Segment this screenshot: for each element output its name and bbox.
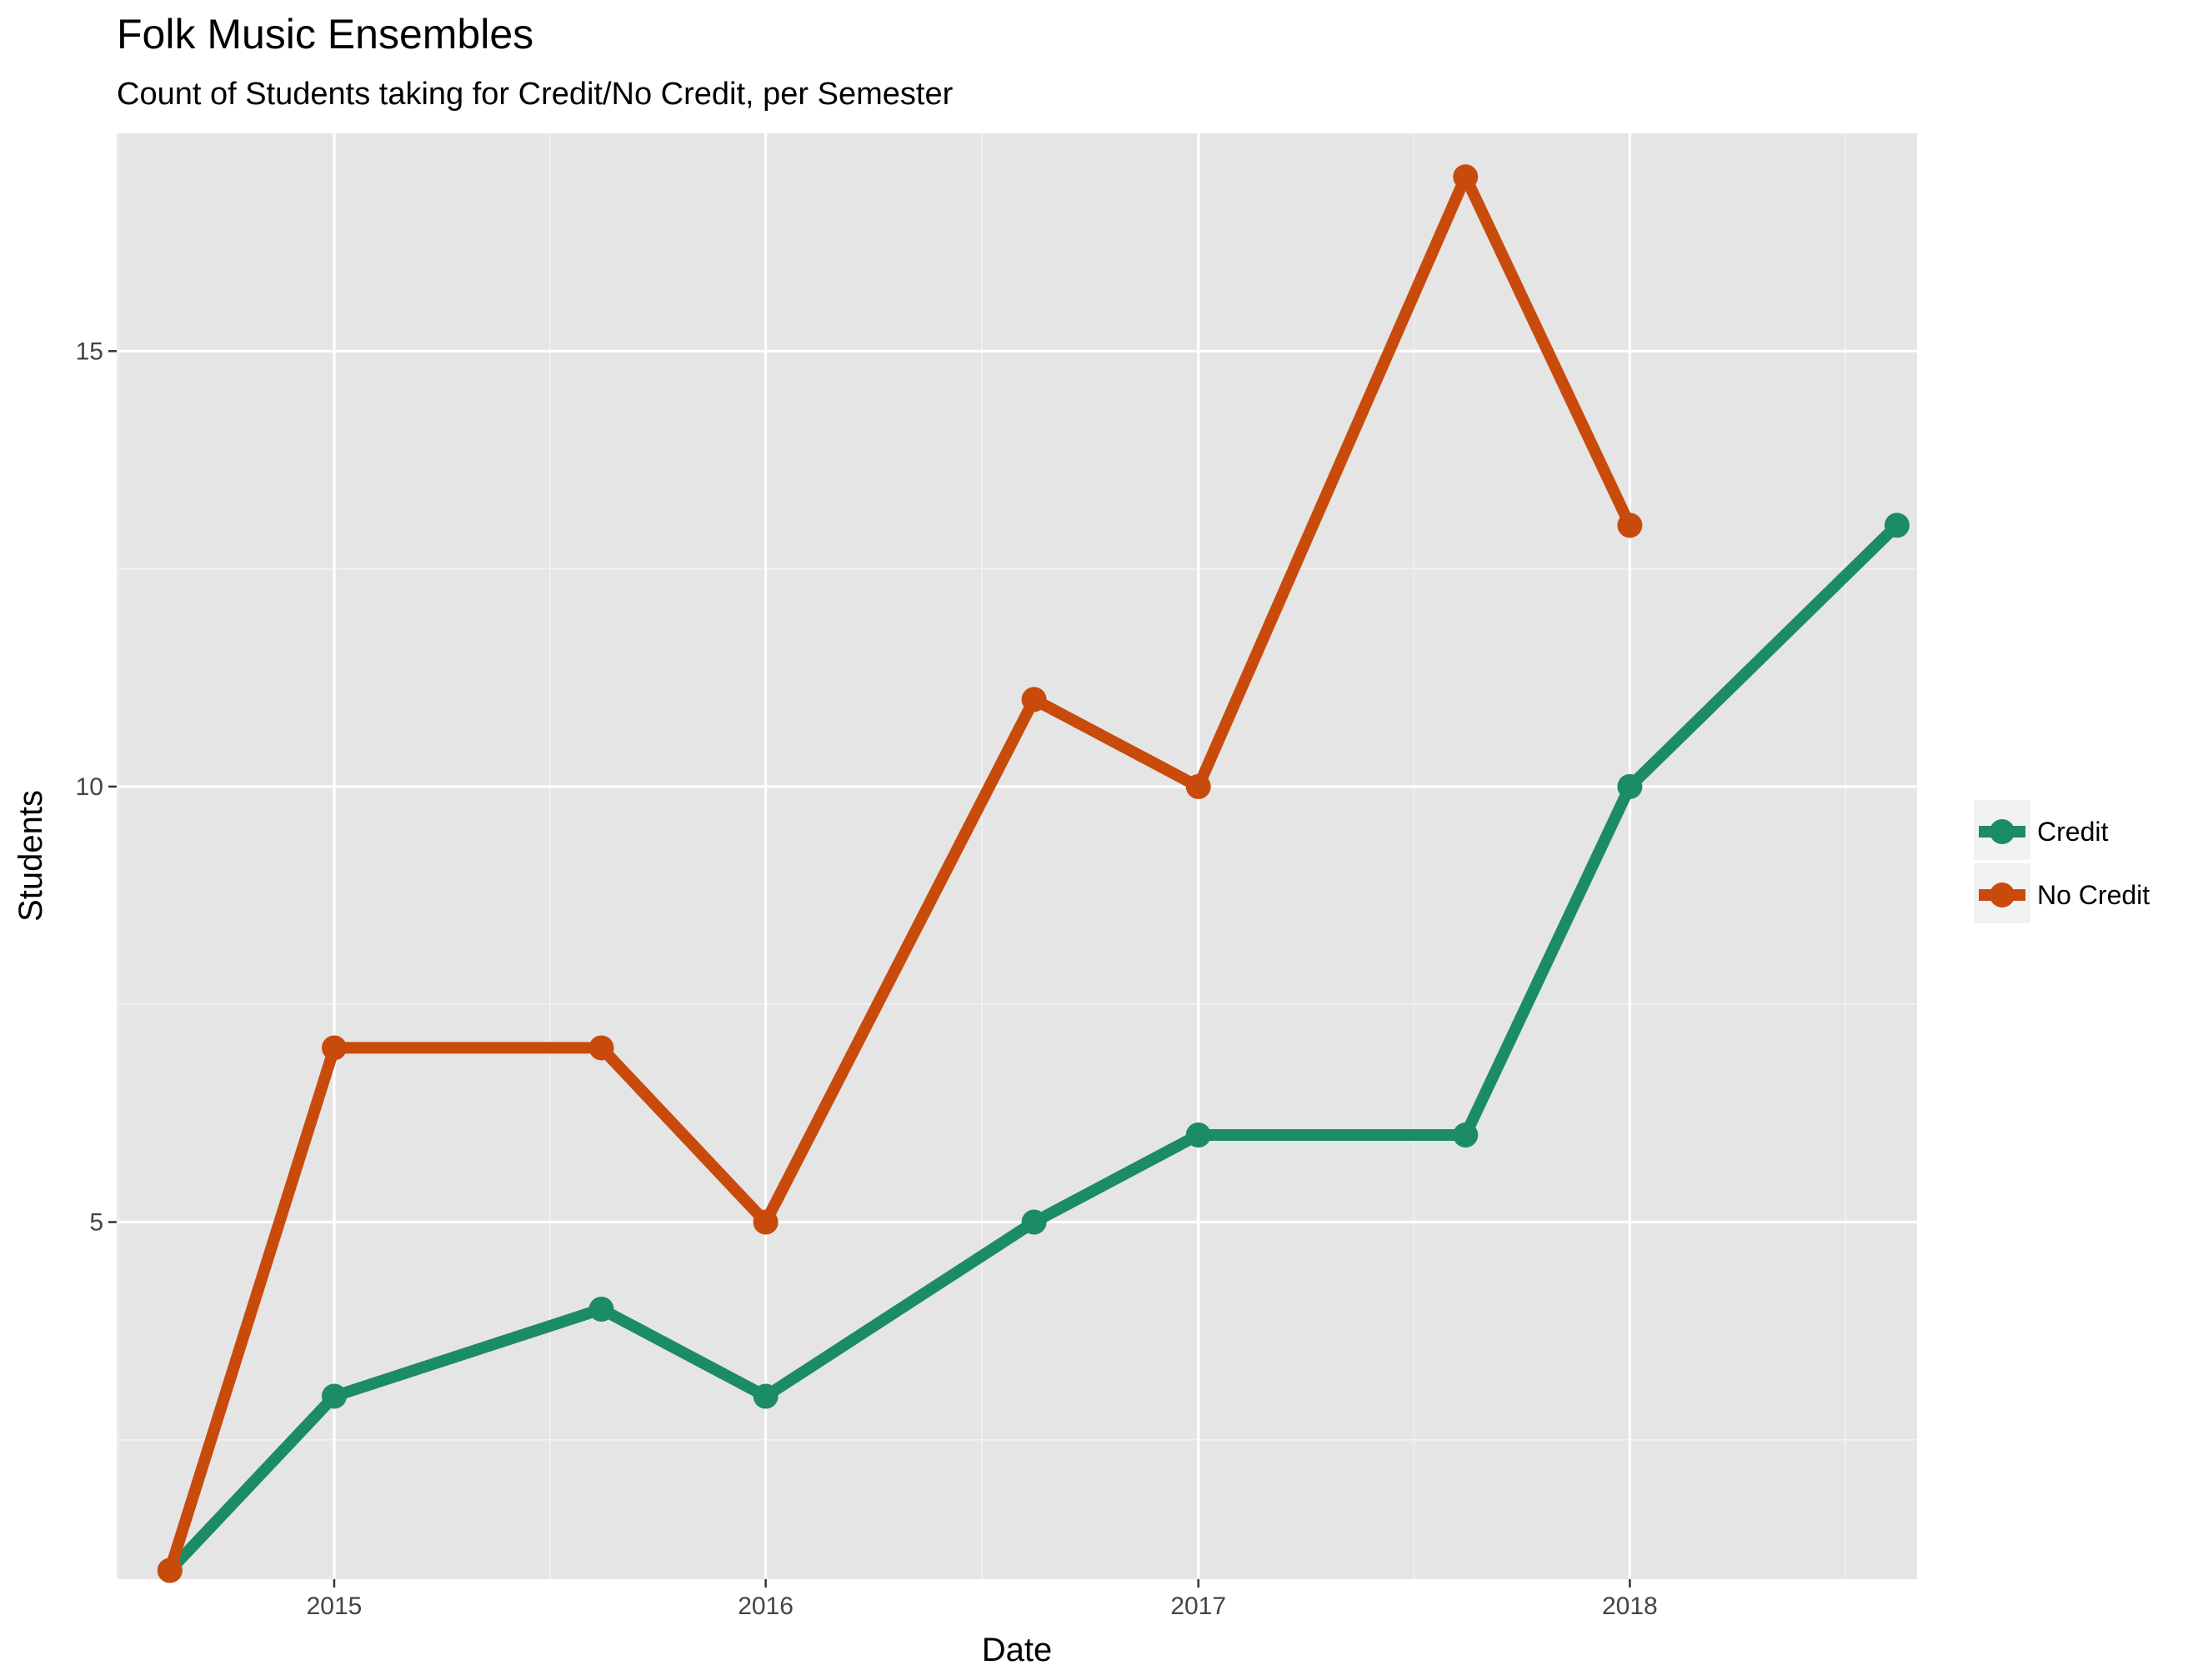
grid-major	[117, 133, 1917, 1579]
chart-title: Folk Music Ensembles	[117, 11, 533, 58]
y-tick-label: 5	[89, 1208, 103, 1236]
data-point-credit	[321, 1383, 347, 1409]
data-point-credit	[1453, 1122, 1479, 1148]
legend-key-point	[1990, 819, 2015, 844]
legend-label: No Credit	[2037, 880, 2150, 910]
data-point-no-credit	[588, 1035, 614, 1061]
x-axis: 2015 2016 2017 2018	[307, 1579, 1658, 1620]
x-tick-label: 2018	[1602, 1592, 1658, 1620]
series-layer	[157, 164, 1910, 1583]
legend-item-credit: Credit	[1974, 800, 2108, 860]
data-point-credit	[1185, 1122, 1211, 1148]
data-point-credit	[588, 1296, 614, 1322]
data-point-no-credit	[1617, 512, 1643, 538]
legend: Credit No Credit	[1974, 800, 2150, 923]
data-point-no-credit	[157, 1558, 183, 1583]
x-tick-label: 2015	[307, 1592, 363, 1620]
plot-panel	[117, 133, 1917, 1579]
data-point-no-credit	[321, 1035, 347, 1061]
data-point-credit	[753, 1383, 779, 1409]
data-point-no-credit	[1021, 687, 1047, 712]
data-point-no-credit	[1185, 773, 1211, 799]
grid-minor	[117, 133, 1917, 1579]
series-line-no-credit	[163, 171, 1636, 1577]
legend-item-no-credit: No Credit	[1974, 863, 2150, 923]
data-point-no-credit	[753, 1209, 779, 1235]
x-axis-title: Date	[982, 1632, 1053, 1668]
data-point-credit	[1884, 512, 1910, 538]
y-tick-label: 10	[76, 773, 103, 801]
y-axis: 5 10 15	[76, 338, 117, 1236]
data-point-no-credit	[1453, 164, 1479, 190]
x-tick-label: 2017	[1170, 1592, 1226, 1620]
y-axis-title: Students	[13, 790, 49, 922]
data-point-credit	[1021, 1209, 1047, 1235]
chart-subtitle: Count of Students taking for Credit/No C…	[117, 77, 954, 112]
y-tick-label: 15	[76, 338, 103, 365]
x-tick-label: 2016	[738, 1592, 794, 1620]
legend-key-point	[1990, 882, 2015, 908]
data-point-credit	[1617, 773, 1643, 799]
legend-label: Credit	[2037, 817, 2108, 847]
